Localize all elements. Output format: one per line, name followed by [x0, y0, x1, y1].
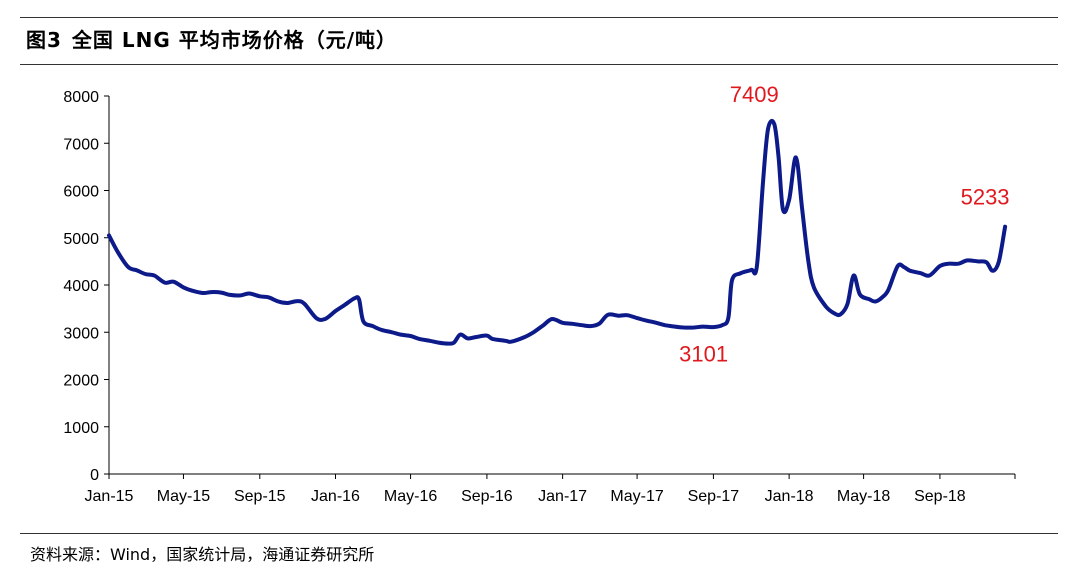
title-rule: [20, 64, 1058, 65]
figure-title: 图3 全国 LNG 平均市场价格（元/吨）: [26, 24, 397, 53]
x-tick-label: May-15: [157, 488, 210, 505]
x-tick-label: Jan-15: [85, 488, 134, 505]
y-tick-label: 4000: [63, 278, 99, 295]
x-tick-label: Sep-15: [234, 488, 286, 505]
x-tick-label: Sep-17: [688, 488, 740, 505]
value-annotation: 7409: [730, 82, 779, 107]
y-axis: 0 1000 2000 3000 4000 5000 6000 7000 8000: [63, 89, 110, 484]
y-tick-label: 5000: [63, 231, 99, 248]
series-layer: [107, 118, 1008, 346]
x-tick-label: May-16: [384, 488, 437, 505]
x-axis: Jan-15 May-15 Sep-15 Jan-16 May-16 Sep-16 Jan-…: [85, 473, 1016, 505]
y-tick-label: 7000: [63, 136, 99, 153]
x-tick-label: Jan-17: [538, 488, 587, 505]
y-tick-label: 1000: [63, 420, 99, 437]
value-annotation: 5233: [961, 185, 1010, 210]
x-tick-label: May-18: [837, 488, 890, 505]
top-rule: [20, 17, 1058, 18]
y-tick-label: 8000: [63, 89, 99, 106]
y-tick-label: 3000: [63, 325, 99, 342]
figure-title-text: 全国 LNG 平均市场价格（元/吨）: [71, 28, 398, 52]
x-tick-label: Sep-18: [914, 488, 966, 505]
y-tick-label: 0: [90, 467, 99, 484]
figure-number: 图3: [26, 28, 62, 52]
bottom-rule: [20, 533, 1058, 534]
y-tick-label: 2000: [63, 373, 99, 390]
x-tick-label: Jan-16: [311, 488, 360, 505]
x-tick-label: Jan-18: [765, 488, 814, 505]
lng-price-chart: 0 1000 2000 3000 4000 5000 6000 7000 8000 Jan-15…: [63, 82, 1016, 505]
source-note: 资料来源：Wind，国家统计局，海通证券研究所: [30, 545, 375, 564]
series-line: [107, 118, 1008, 346]
value-annotation: 3101: [679, 341, 728, 366]
y-tick-label: 6000: [63, 184, 99, 201]
x-tick-label: May-17: [610, 488, 663, 505]
annotation-layer: 7409 3101 5233: [679, 82, 1009, 367]
x-tick-label: Sep-16: [461, 488, 513, 505]
